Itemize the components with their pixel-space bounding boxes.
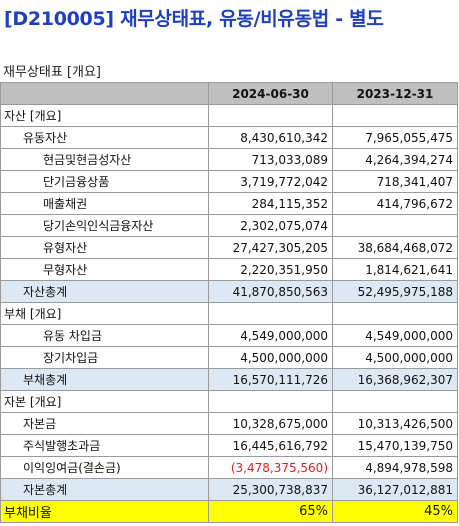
row-label: 유형자산 <box>0 236 209 259</box>
row-label: 이익잉여금(결손금) <box>0 456 209 479</box>
table-row: 유동 차입금 4,549,000,000 4,549,000,000 <box>0 324 458 347</box>
value-current: 3,719,772,042 <box>208 170 333 193</box>
row-label: 유동 차입금 <box>0 324 209 347</box>
ratio-row: 부채비율 65% 45% <box>0 500 458 523</box>
balance-sheet-table: 2024-06-30 2023-12-31 자산 [개요] 유동자산 8,430,6… <box>0 82 458 523</box>
table-row: 주식발행초과금 16,445,616,792 15,470,139,750 <box>0 434 458 457</box>
total-row: 부채총계 16,570,111,726 16,368,962,307 <box>0 368 458 391</box>
value-previous: 7,965,055,475 <box>332 126 458 149</box>
row-label: 당기손익인식금융자산 <box>0 214 209 237</box>
section-row: 자산 [개요] <box>0 104 458 127</box>
header-row: 2024-06-30 2023-12-31 <box>0 82 458 105</box>
row-label: 자산 [개요] <box>0 104 209 127</box>
row-label: 부채 [개요] <box>0 302 209 325</box>
row-label: 단기금융상품 <box>0 170 209 193</box>
value-previous: 38,684,468,072 <box>332 236 458 259</box>
value-current <box>208 390 333 413</box>
row-label: 자본금 <box>0 412 209 435</box>
value-current: 16,570,111,726 <box>208 368 333 391</box>
value-current: 10,328,675,000 <box>208 412 333 435</box>
value-previous: 4,264,394,274 <box>332 148 458 171</box>
value-current: 4,549,000,000 <box>208 324 333 347</box>
value-current: (3,478,375,560) <box>208 456 333 479</box>
row-label: 현금및현금성자산 <box>0 148 209 171</box>
value-current: 65% <box>208 500 333 523</box>
row-label: 자산총계 <box>0 280 209 303</box>
section-row: 부채 [개요] <box>0 302 458 325</box>
table-row: 장기차입금 4,500,000,000 4,500,000,000 <box>0 346 458 369</box>
table-row: 당기손익인식금융자산 2,302,075,074 <box>0 214 458 237</box>
value-previous: 4,549,000,000 <box>332 324 458 347</box>
value-previous: 15,470,139,750 <box>332 434 458 457</box>
table-row: 이익잉여금(결손금) (3,478,375,560) 4,894,978,598 <box>0 456 458 479</box>
row-label: 부채비율 <box>0 500 209 523</box>
value-previous <box>332 214 458 237</box>
value-previous: 1,814,621,641 <box>332 258 458 281</box>
value-previous: 36,127,012,881 <box>332 478 458 501</box>
column-header-previous: 2023-12-31 <box>332 82 458 105</box>
value-previous: 4,500,000,000 <box>332 346 458 369</box>
table-body: 자산 [개요] 유동자산 8,430,610,342 7,965,055,475 현금및… <box>0 104 458 523</box>
table-row: 자본금 10,328,675,000 10,313,426,500 <box>0 412 458 435</box>
value-previous: 414,796,672 <box>332 192 458 215</box>
row-label: 자본 [개요] <box>0 390 209 413</box>
table-row: 단기금융상품 3,719,772,042 718,341,407 <box>0 170 458 193</box>
row-label: 유동자산 <box>0 126 209 149</box>
row-label: 매출채권 <box>0 192 209 215</box>
row-label: 주식발행초과금 <box>0 434 209 457</box>
header-blank-cell <box>0 82 209 105</box>
value-previous: 45% <box>332 500 458 523</box>
value-previous: 10,313,426,500 <box>332 412 458 435</box>
total-row: 자본총계 25,300,738,837 36,127,012,881 <box>0 478 458 501</box>
table-row: 매출채권 284,115,352 414,796,672 <box>0 192 458 215</box>
value-current: 2,302,075,074 <box>208 214 333 237</box>
value-previous: 718,341,407 <box>332 170 458 193</box>
table-row: 현금및현금성자산 713,033,089 4,264,394,274 <box>0 148 458 171</box>
value-current: 27,427,305,205 <box>208 236 333 259</box>
value-current: 16,445,616,792 <box>208 434 333 457</box>
value-current: 2,220,351,950 <box>208 258 333 281</box>
value-current <box>208 104 333 127</box>
table-row: 유형자산 27,427,305,205 38,684,468,072 <box>0 236 458 259</box>
value-previous <box>332 302 458 325</box>
value-previous: 4,894,978,598 <box>332 456 458 479</box>
value-current: 41,870,850,563 <box>208 280 333 303</box>
value-current <box>208 302 333 325</box>
value-previous: 52,495,975,188 <box>332 280 458 303</box>
page-title: [D210005] 재무상태표, 유동/비유동법 - 별도 <box>4 8 384 30</box>
value-current: 4,500,000,000 <box>208 346 333 369</box>
section-row: 자본 [개요] <box>0 390 458 413</box>
column-header-current: 2024-06-30 <box>208 82 333 105</box>
total-row: 자산총계 41,870,850,563 52,495,975,188 <box>0 280 458 303</box>
value-current: 8,430,610,342 <box>208 126 333 149</box>
row-label: 장기차입금 <box>0 346 209 369</box>
value-current: 284,115,352 <box>208 192 333 215</box>
value-previous <box>332 104 458 127</box>
table-row: 유동자산 8,430,610,342 7,965,055,475 <box>0 126 458 149</box>
value-previous: 16,368,962,307 <box>332 368 458 391</box>
value-current: 713,033,089 <box>208 148 333 171</box>
table-row: 무형자산 2,220,351,950 1,814,621,641 <box>0 258 458 281</box>
value-previous <box>332 390 458 413</box>
row-label: 자본총계 <box>0 478 209 501</box>
value-current: 25,300,738,837 <box>208 478 333 501</box>
row-label: 부채총계 <box>0 368 209 391</box>
row-label: 무형자산 <box>0 258 209 281</box>
table-subtitle: 재무상태표 [개요] <box>3 65 101 80</box>
